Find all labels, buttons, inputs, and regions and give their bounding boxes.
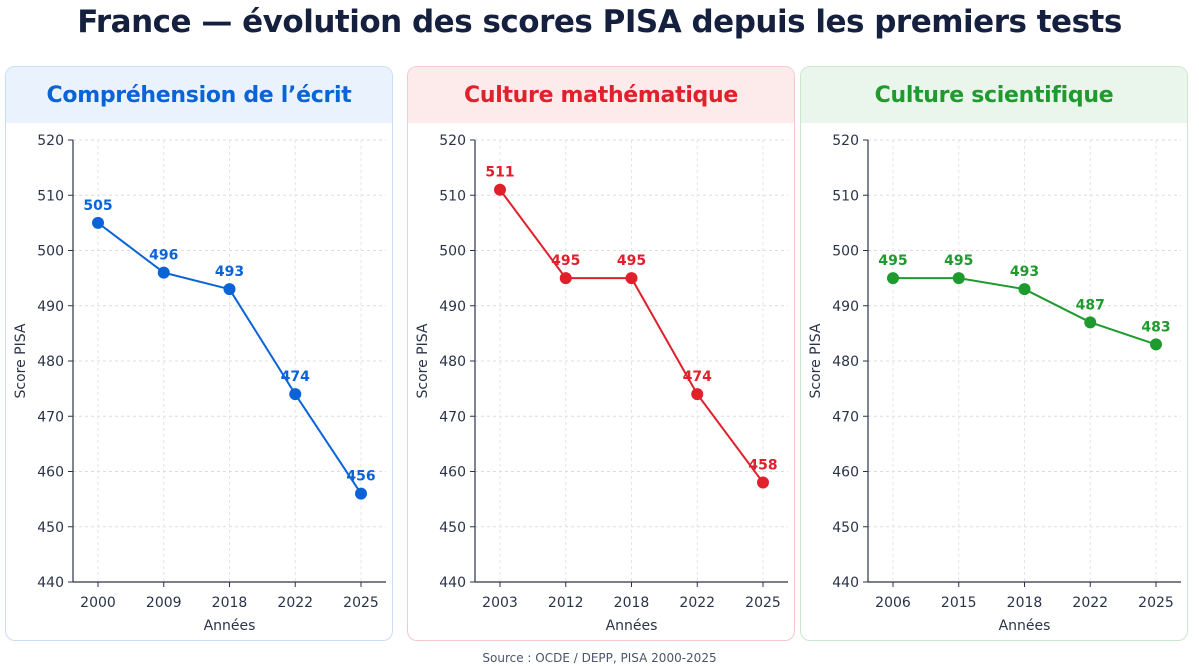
- data-point: [1018, 283, 1031, 296]
- y-tick-label: 520: [832, 133, 859, 149]
- chart-panel-science: Culture scientifique 440 450 460 470 480 490 5…: [800, 66, 1188, 641]
- x-tick-label: 2015: [941, 595, 977, 611]
- y-tick-label: 500: [37, 244, 64, 260]
- y-tick-label: 520: [439, 133, 466, 149]
- x-tick-label: 2018: [212, 595, 248, 611]
- data-label: 496: [149, 248, 178, 264]
- data-label: 456: [346, 469, 375, 485]
- x-tick-label: 2022: [277, 595, 313, 611]
- data-label: 511: [485, 165, 514, 181]
- x-tick-label: 2000: [80, 595, 116, 611]
- x-axis-label: Années: [999, 618, 1051, 634]
- y-tick-label: 480: [37, 354, 64, 370]
- x-tick-label: 2018: [1007, 595, 1043, 611]
- data-label: 474: [281, 369, 310, 385]
- y-tick-label: 490: [37, 299, 64, 315]
- source-note: Source : OCDE / DEPP, PISA 2000-2025: [482, 651, 717, 665]
- data-point: [355, 487, 367, 500]
- y-tick-label: 500: [832, 244, 859, 260]
- x-tick-label: 2009: [146, 595, 182, 611]
- data-point: [952, 272, 965, 285]
- chart-title-math: Culture mathématique: [408, 67, 794, 123]
- y-axis-label: Score PISA: [808, 323, 824, 398]
- y-tick-label: 470: [37, 409, 64, 425]
- data-label: 495: [617, 253, 646, 269]
- data-label: 474: [683, 369, 712, 385]
- x-tick-label: 2012: [548, 595, 584, 611]
- y-tick-label: 450: [832, 520, 859, 536]
- data-label: 487: [1076, 297, 1105, 313]
- y-tick-label: 500: [439, 244, 466, 260]
- x-tick-label: 2025: [745, 595, 781, 611]
- data-point: [289, 388, 302, 401]
- data-point: [92, 216, 104, 229]
- data-label: 495: [878, 253, 907, 269]
- x-tick-label: 2025: [343, 595, 379, 611]
- data-label: 458: [748, 458, 777, 474]
- data-point: [887, 272, 899, 285]
- y-tick-label: 440: [832, 575, 859, 591]
- x-tick-label: 2022: [1072, 595, 1108, 611]
- y-tick-label: 510: [439, 188, 466, 204]
- data-point: [157, 266, 170, 279]
- series-line: [499, 189, 764, 484]
- data-point: [757, 476, 769, 489]
- chart-svg-science: 440 450 460 470 480 490 500 510 520 2006 2015 2018 2…: [808, 133, 1181, 634]
- data-point: [691, 388, 704, 401]
- y-tick-label: 510: [832, 188, 859, 204]
- data-point: [494, 183, 506, 196]
- x-tick-label: 2006: [875, 595, 911, 611]
- y-tick-label: 440: [439, 575, 466, 591]
- y-axis-label: Score PISA: [415, 323, 431, 398]
- chart-svg-math: 440 450 460 470 480 490 500 510 520 2003 2012 2018 2…: [415, 133, 788, 634]
- y-tick-label: 450: [37, 520, 64, 536]
- y-tick-label: 490: [832, 299, 859, 315]
- y-tick-label: 480: [439, 354, 466, 370]
- y-tick-label: 460: [37, 465, 64, 481]
- y-tick-label: 460: [439, 465, 466, 481]
- chart-svg-reading: 440 450 460 470 480 490 500 510 520 2000 2009 2018 2…: [13, 133, 386, 634]
- data-point: [625, 272, 638, 285]
- chart-panel-math: Culture mathématique 440 450 460 470 480 490 5…: [407, 66, 795, 641]
- x-axis-label: Années: [204, 618, 256, 634]
- data-point: [1150, 338, 1162, 351]
- y-tick-label: 490: [439, 299, 466, 315]
- x-tick-label: 2003: [482, 595, 518, 611]
- chart-panel-reading: Compréhension de l’écrit 440 450 460 470 480…: [5, 66, 393, 641]
- x-axis-label: Années: [606, 618, 658, 634]
- data-point: [1084, 316, 1097, 329]
- y-tick-label: 470: [439, 409, 466, 425]
- y-tick-label: 480: [832, 354, 859, 370]
- data-label: 483: [1141, 319, 1170, 335]
- y-tick-label: 440: [37, 575, 64, 591]
- chart-title-reading: Compréhension de l’écrit: [6, 67, 392, 123]
- y-tick-label: 460: [832, 465, 859, 481]
- x-tick-label: 2025: [1138, 595, 1174, 611]
- y-tick-label: 470: [832, 409, 859, 425]
- data-point: [559, 272, 572, 285]
- x-tick-label: 2018: [614, 595, 650, 611]
- data-label: 495: [944, 253, 973, 269]
- data-label: 495: [551, 253, 580, 269]
- x-tick-label: 2022: [679, 595, 715, 611]
- y-tick-label: 450: [439, 520, 466, 536]
- y-tick-label: 510: [37, 188, 64, 204]
- page-title: France — évolution des scores PISA depui…: [77, 4, 1122, 40]
- y-axis-label: Score PISA: [13, 323, 29, 398]
- data-label: 493: [1010, 264, 1039, 280]
- y-tick-label: 520: [37, 133, 64, 149]
- data-label: 493: [215, 264, 244, 280]
- data-label: 505: [83, 198, 112, 214]
- data-point: [223, 283, 236, 296]
- chart-title-science: Culture scientifique: [801, 67, 1187, 123]
